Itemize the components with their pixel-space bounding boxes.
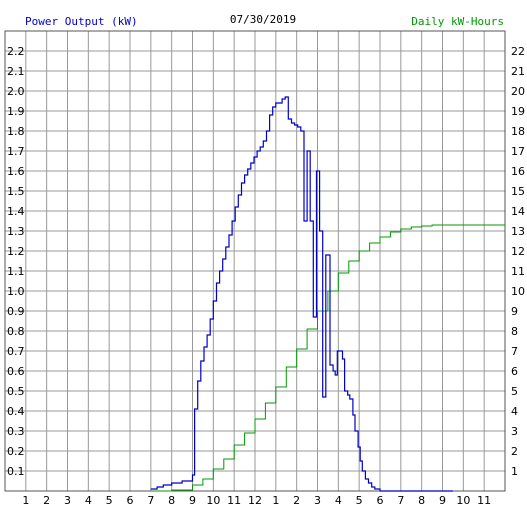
y-right-tick-label: 4	[511, 405, 518, 418]
x-tick-label: 6	[377, 494, 384, 507]
x-tick-label: 1	[272, 494, 279, 507]
y-right-tick-label: 9	[511, 305, 518, 318]
y-left-tick-label: 0.8	[7, 325, 25, 338]
y-left-tick-labels: 0.1 0.2 0.3 0.4 0.5 0.6 0.7 0.8 0.9 1.0 1.1 1.2 1.3 1…	[7, 45, 25, 478]
x-tick-label: 6	[127, 494, 134, 507]
grid-lines	[5, 31, 505, 491]
x-tick-label: 12	[248, 494, 262, 507]
x-tick-label: 11	[227, 494, 241, 507]
y-right-tick-label: 14	[511, 205, 525, 218]
y-left-tick-label: 1.5	[7, 185, 25, 198]
y-right-tick-label: 16	[511, 165, 525, 178]
series-daily-kwh	[150, 224, 505, 492]
x-tick-label: 1	[22, 494, 29, 507]
y-left-tick-label: 1.2	[7, 245, 25, 258]
x-tick-label: 2	[43, 494, 50, 507]
y-left-tick-label: 1.8	[7, 125, 25, 138]
x-tick-label: 9	[189, 494, 196, 507]
y-right-tick-label: 5	[511, 385, 518, 398]
x-tick-label: 7	[397, 494, 404, 507]
y-right-tick-label: 1	[511, 465, 518, 478]
y-left-tick-label: 0.6	[7, 365, 25, 378]
y-right-tick-label: 15	[511, 185, 525, 198]
y-left-tick-label: 0.3	[7, 425, 25, 438]
y-left-tick-label: 1.4	[7, 205, 25, 218]
right-axis-label: Daily kW-Hours	[411, 15, 504, 28]
series-power-output	[150, 96, 453, 492]
y-left-tick-label: 2.0	[7, 85, 25, 98]
x-tick-labels: 1 2 3 4 5 6 7 8 9 10 11 12 1 2 3 4 5 6 7 8 9 10 11	[22, 494, 491, 507]
y-left-tick-label: 0.7	[7, 345, 25, 358]
x-tick-label: 3	[314, 494, 321, 507]
y-right-tick-label: 20	[511, 85, 525, 98]
x-tick-label: 8	[418, 494, 425, 507]
y-left-tick-label: 0.2	[7, 445, 25, 458]
y-left-tick-label: 0.4	[7, 405, 25, 418]
x-tick-label: 11	[477, 494, 491, 507]
x-tick-label: 3	[64, 494, 71, 507]
y-left-tick-label: 0.9	[7, 305, 25, 318]
y-right-tick-label: 18	[511, 125, 525, 138]
x-tick-label: 4	[335, 494, 342, 507]
y-right-tick-label: 8	[511, 325, 518, 338]
y-left-tick-label: 1.9	[7, 105, 25, 118]
x-tick-label: 2	[293, 494, 300, 507]
chart-title: 07/30/2019	[230, 13, 296, 26]
y-left-tick-label: 0.5	[7, 385, 25, 398]
y-right-tick-label: 22	[511, 45, 525, 58]
y-right-tick-label: 3	[511, 425, 518, 438]
y-left-tick-label: 1.3	[7, 225, 25, 238]
y-right-tick-label: 7	[511, 345, 518, 358]
x-tick-label: 9	[439, 494, 446, 507]
x-tick-label: 5	[356, 494, 363, 507]
y-left-tick-label: 1.1	[7, 265, 25, 278]
left-axis-label: Power Output (kW)	[25, 15, 138, 28]
y-right-tick-label: 12	[511, 245, 525, 258]
y-left-tick-label: 2.1	[7, 65, 25, 78]
y-right-tick-label: 21	[511, 65, 525, 78]
y-right-tick-label: 2	[511, 445, 518, 458]
x-tick-label: 10	[206, 494, 220, 507]
y-right-tick-label: 17	[511, 145, 525, 158]
y-left-tick-label: 1.7	[7, 145, 25, 158]
x-tick-label: 7	[147, 494, 154, 507]
y-left-tick-label: 1.6	[7, 165, 25, 178]
x-tick-label: 8	[168, 494, 175, 507]
x-tick-label: 4	[85, 494, 92, 507]
y-right-tick-label: 6	[511, 365, 518, 378]
y-right-tick-label: 11	[511, 265, 525, 278]
y-right-tick-label: 10	[511, 285, 525, 298]
y-right-tick-label: 13	[511, 225, 525, 238]
x-tick-label: 10	[456, 494, 470, 507]
plot-area-frame	[4, 30, 506, 492]
y-right-tick-label: 19	[511, 105, 525, 118]
y-left-tick-label: 0.1	[7, 465, 25, 478]
y-left-tick-label: 1.0	[7, 285, 25, 298]
x-tick-label: 5	[106, 494, 113, 507]
y-left-tick-label: 2.2	[7, 45, 25, 58]
